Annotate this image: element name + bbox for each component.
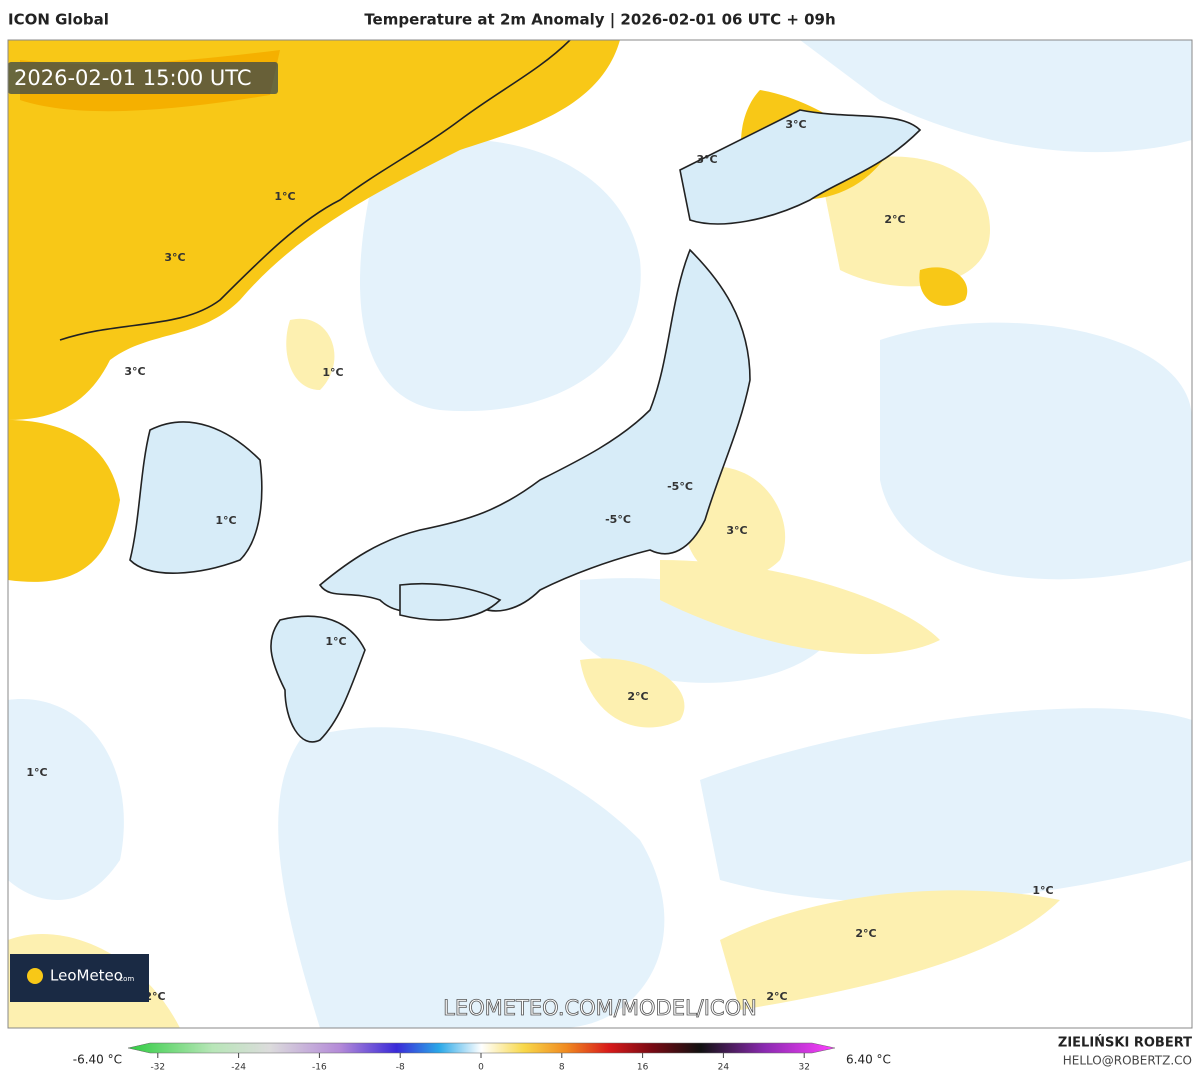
map-label: 1°C [1032, 884, 1053, 897]
logo-suffix: .com [117, 975, 134, 983]
coastlines [129, 109, 922, 743]
colorbar: -32 -24 -16 -8 0 8 16 24 32 [127, 1042, 836, 1073]
map-title: Temperature at 2m Anomaly | 2026-02-01 0… [364, 11, 835, 30]
colorbar-tick-label: 8 [559, 1063, 565, 1073]
colorbar-min: -6.40 °C [73, 1053, 122, 1067]
author-email: HELLO@ROBERTZ.CO [1063, 1054, 1192, 1068]
map-label: 2°C [144, 990, 165, 1003]
map-label: 2°C [627, 690, 648, 703]
cool-areas [8, 40, 1192, 1028]
map-label: 2°C [884, 213, 905, 226]
logo-name: LeoMeteo [50, 967, 123, 985]
map-label: 2°C [855, 927, 876, 940]
colorbar-tick-label: 0 [478, 1063, 484, 1073]
colorbar-tick-label: 32 [798, 1063, 809, 1073]
map-labels: 3°C 3°C 2°C 1°C 3°C 1°C 3°C -5°C -5°C 3°… [26, 118, 1053, 1003]
model-name: ICON Global [8, 11, 109, 29]
map-label: 3°C [785, 118, 806, 131]
map-label: 2°C [766, 990, 787, 1003]
map-label: 3°C [124, 365, 145, 378]
timestamp-box [8, 62, 278, 94]
colorbar-tick-label: -16 [312, 1063, 327, 1073]
map-label: 1°C [274, 190, 295, 203]
map: 3°C 3°C 2°C 1°C 3°C 1°C 3°C -5°C -5°C 3°… [8, 40, 1192, 1028]
map-label: 3°C [164, 251, 185, 264]
colorbar-tick-label: -24 [231, 1063, 246, 1073]
map-frame [7, 39, 1193, 1029]
map-label: 1°C [322, 366, 343, 379]
colorbar-gradient [127, 1042, 836, 1054]
colorbar-max: 6.40 °C [846, 1053, 891, 1067]
map-label: 1°C [26, 766, 47, 779]
logo-sun [27, 968, 43, 984]
colorbar-tick-label: 16 [637, 1063, 649, 1073]
author-name: ZIELIŃSKI ROBERT [1058, 1035, 1192, 1051]
map-label: 3°C [726, 524, 747, 537]
map-label: -5°C [605, 513, 631, 526]
watermark: LEOMETEO.COM/MODEL/ICON [443, 996, 757, 1020]
map-label: 1°C [215, 514, 236, 527]
timestamp: 2026-02-01 15:00 UTC [14, 66, 252, 90]
map-label: -5°C [667, 480, 693, 493]
colorbar-tick-label: 24 [718, 1063, 730, 1073]
map-label: 3°C [696, 153, 717, 166]
colorbar-tick-label: -8 [396, 1063, 405, 1073]
map-label: 1°C [325, 635, 346, 648]
border [59, 40, 571, 341]
colorbar-tick-label: -32 [150, 1063, 165, 1073]
